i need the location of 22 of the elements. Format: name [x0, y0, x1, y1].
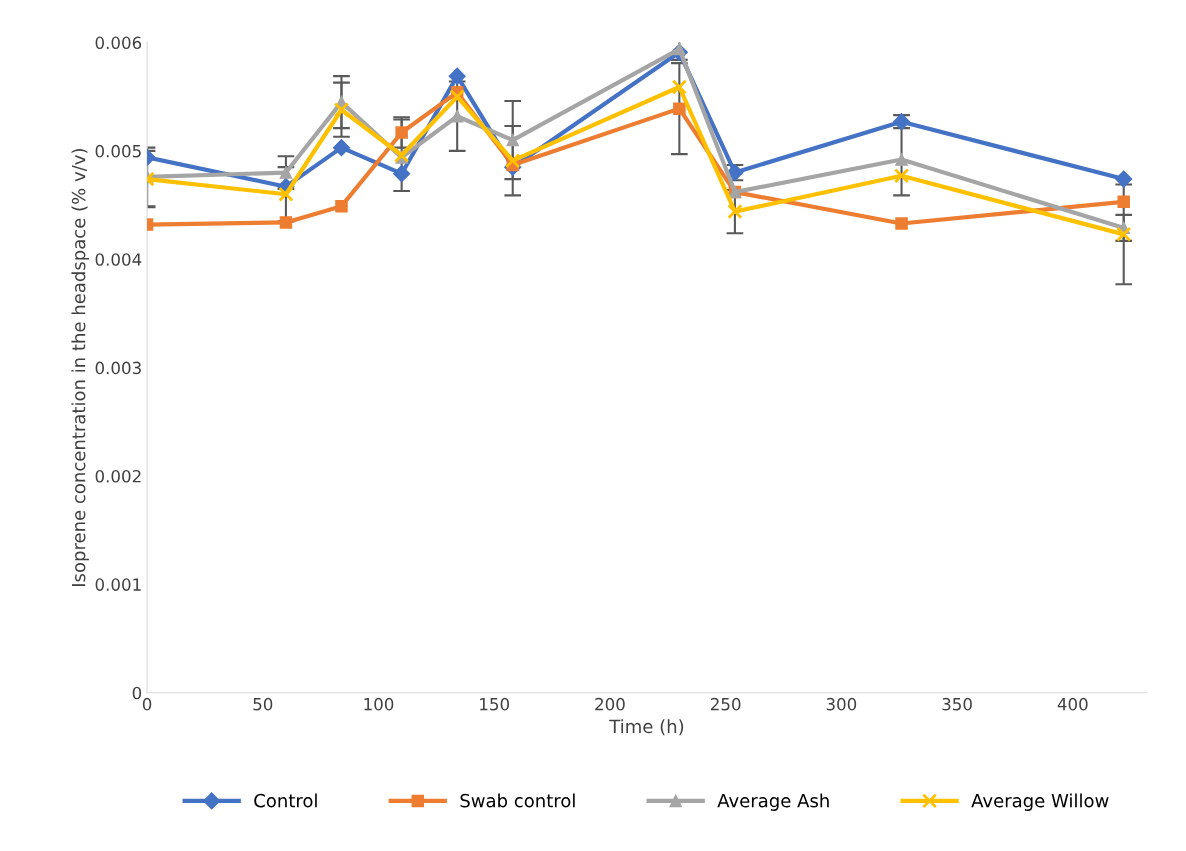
- y-tick-label: 0.002: [95, 469, 141, 483]
- x-tick-label: 250: [710, 697, 741, 711]
- legend-label: Swab control: [460, 793, 575, 808]
- x-tick-label: 350: [942, 697, 972, 711]
- x-tick-label: 300: [826, 697, 857, 711]
- y-tick-label: 0.004: [95, 253, 142, 266]
- legend-label: Average Ash: [717, 793, 829, 811]
- legend-label: Average Willow: [971, 793, 1109, 811]
- x-tick-label: 400: [1057, 697, 1088, 711]
- y-tick-label: 0.003: [95, 361, 141, 375]
- y-tick-label: 0.006: [95, 36, 142, 50]
- x-tick-label: 150: [480, 697, 510, 711]
- y-axis-title: Isoprene concentration in the headspace (% v/v): [71, 149, 89, 586]
- y-tick-label: 0: [132, 686, 142, 700]
- x-axis-title: Time (h): [609, 719, 684, 736]
- x-tick-label: 0: [142, 697, 152, 711]
- x-tick-label: 100: [364, 697, 394, 711]
- y-tick-label: 0.005: [95, 144, 141, 158]
- y-tick-label: 0.001: [95, 578, 141, 591]
- x-tick-label: 50: [253, 697, 273, 711]
- legend-label: Control: [254, 793, 317, 808]
- x-tick-label: 200: [595, 697, 625, 711]
